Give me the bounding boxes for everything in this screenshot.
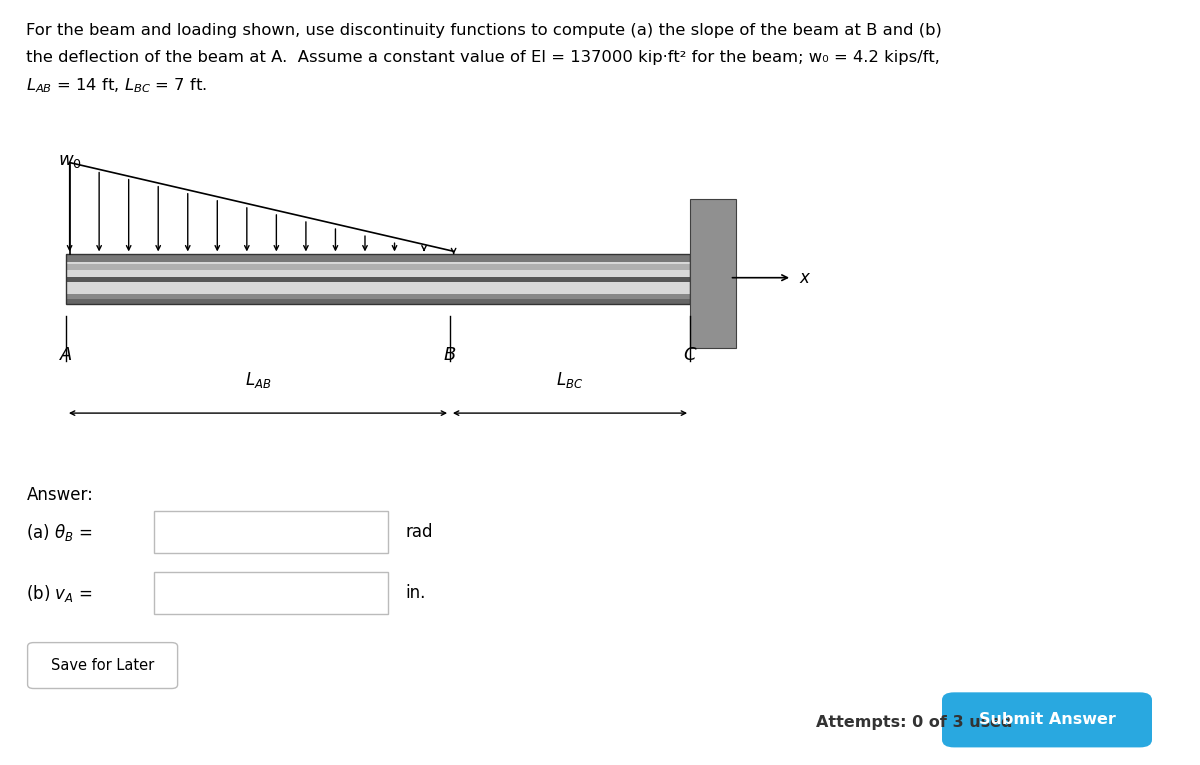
Bar [66,277,690,282]
Text: (a) $\theta_B$ =: (a) $\theta_B$ = [26,522,92,542]
Bar [66,254,690,304]
Text: rad: rad [406,523,433,541]
FancyBboxPatch shape [154,572,388,614]
Text: Save for Later: Save for Later [50,658,155,673]
Bar [66,294,690,298]
FancyBboxPatch shape [28,643,178,689]
Text: Answer:: Answer: [26,486,94,504]
Text: $w_0$: $w_0$ [58,151,82,170]
FancyBboxPatch shape [942,692,1152,747]
Text: Attempts: 0 of 3 used: Attempts: 0 of 3 used [816,715,1013,731]
Text: $L_{BC}$: $L_{BC}$ [557,370,583,390]
Text: $L_{AB}$ = 14 ft, $L_{BC}$ = 7 ft.: $L_{AB}$ = 14 ft, $L_{BC}$ = 7 ft. [26,76,208,95]
FancyBboxPatch shape [154,511,388,553]
Bar [66,298,690,304]
Text: in.: in. [406,584,426,602]
Text: $x$: $x$ [799,269,811,287]
Bar [66,254,690,262]
Text: $B$: $B$ [443,346,457,364]
Text: Submit Answer: Submit Answer [978,712,1116,728]
Bar [690,199,736,348]
Text: $C$: $C$ [683,346,697,364]
Text: (b) $v_A$ =: (b) $v_A$ = [26,583,92,604]
Text: $A$: $A$ [59,346,73,364]
Bar [66,254,690,304]
Text: For the beam and loading shown, use discontinuity functions to compute (a) the s: For the beam and loading shown, use disc… [26,23,942,38]
Bar [66,263,690,270]
Text: $L_{AB}$: $L_{AB}$ [245,370,271,390]
Text: the deflection of the beam at A.  Assume a constant value of EI = 137000 kip·ft²: the deflection of the beam at A. Assume … [26,50,941,65]
